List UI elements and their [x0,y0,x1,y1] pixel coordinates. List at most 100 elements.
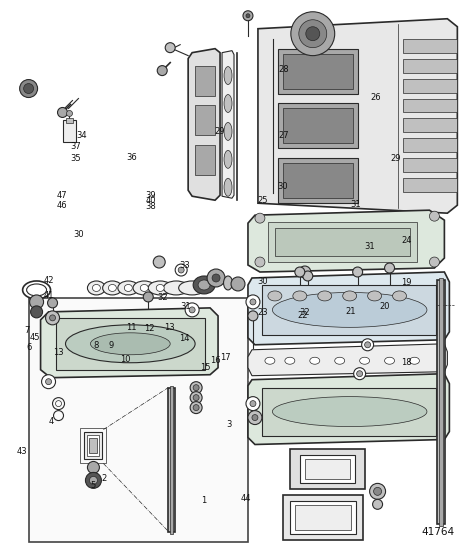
Bar [278,104,358,148]
Text: 6: 6 [27,343,32,352]
Circle shape [250,299,256,305]
Bar [402,78,457,93]
Text: 18: 18 [401,358,411,367]
Circle shape [250,401,256,407]
Text: 27: 27 [278,131,289,140]
Circle shape [42,375,55,389]
Circle shape [255,213,265,223]
Bar [28,298,248,542]
Circle shape [87,462,100,474]
Circle shape [90,476,98,485]
Text: 26: 26 [371,93,381,102]
Ellipse shape [179,281,206,295]
Circle shape [252,415,258,421]
Text: 36: 36 [127,153,137,162]
Circle shape [384,263,394,273]
Circle shape [190,392,202,404]
Circle shape [429,257,439,267]
Bar [402,59,457,72]
Circle shape [193,395,199,401]
Bar [84,432,102,459]
Circle shape [255,257,265,267]
Text: 30: 30 [257,277,268,286]
Ellipse shape [140,284,148,292]
Bar [283,108,353,143]
Circle shape [429,211,439,221]
Circle shape [153,256,165,268]
Bar [439,278,443,526]
Circle shape [46,379,52,385]
Circle shape [353,267,363,277]
Text: 16: 16 [210,356,221,365]
Bar [278,49,358,94]
Bar [55,318,205,370]
Text: 42: 42 [44,276,54,284]
Text: 39: 39 [146,191,156,200]
Ellipse shape [265,358,275,364]
Ellipse shape [103,281,122,295]
Bar [402,159,457,172]
Circle shape [246,397,260,410]
Text: 31: 31 [364,242,374,251]
Ellipse shape [343,291,356,301]
Ellipse shape [91,333,170,355]
Circle shape [29,295,44,309]
Bar [195,106,215,135]
Ellipse shape [335,358,345,364]
Polygon shape [188,49,220,200]
Bar [283,164,353,198]
Circle shape [31,306,43,318]
Text: 15: 15 [200,363,210,372]
Circle shape [143,292,153,302]
Polygon shape [248,272,449,345]
Circle shape [356,371,363,377]
Bar [283,53,353,88]
Bar [195,65,215,95]
Text: 4: 4 [49,417,55,426]
Text: 21: 21 [345,307,356,316]
Circle shape [66,111,73,117]
Circle shape [306,27,320,41]
Bar [290,450,365,489]
Ellipse shape [224,123,232,141]
Ellipse shape [193,276,215,294]
Text: 41: 41 [44,291,54,300]
Circle shape [157,65,167,76]
Ellipse shape [133,281,155,295]
Bar [63,120,76,142]
Text: 8: 8 [93,341,99,350]
Ellipse shape [293,291,307,301]
Ellipse shape [118,281,139,295]
Circle shape [178,267,184,273]
Text: 30: 30 [73,230,83,239]
Polygon shape [248,210,445,272]
Polygon shape [258,19,457,213]
Ellipse shape [148,281,172,295]
Circle shape [85,473,101,488]
Text: 30: 30 [277,181,288,191]
Bar [283,495,363,540]
Text: 25: 25 [257,196,268,205]
Circle shape [303,271,313,281]
Circle shape [47,298,57,308]
Ellipse shape [392,291,407,301]
Ellipse shape [224,94,232,112]
Text: 44: 44 [240,494,251,503]
Text: 11: 11 [127,323,137,332]
Ellipse shape [410,358,419,364]
Circle shape [248,410,262,425]
Ellipse shape [368,291,382,301]
Ellipse shape [318,291,332,301]
Text: 29: 29 [215,127,225,136]
Text: 38: 38 [146,202,156,211]
Text: 14: 14 [179,334,189,343]
Ellipse shape [87,281,105,295]
Bar [402,99,457,112]
Circle shape [24,83,34,94]
Circle shape [295,267,305,277]
Text: 32: 32 [300,308,310,317]
Circle shape [370,483,385,499]
Text: 19: 19 [401,278,411,287]
Bar [278,159,358,203]
Ellipse shape [310,358,320,364]
